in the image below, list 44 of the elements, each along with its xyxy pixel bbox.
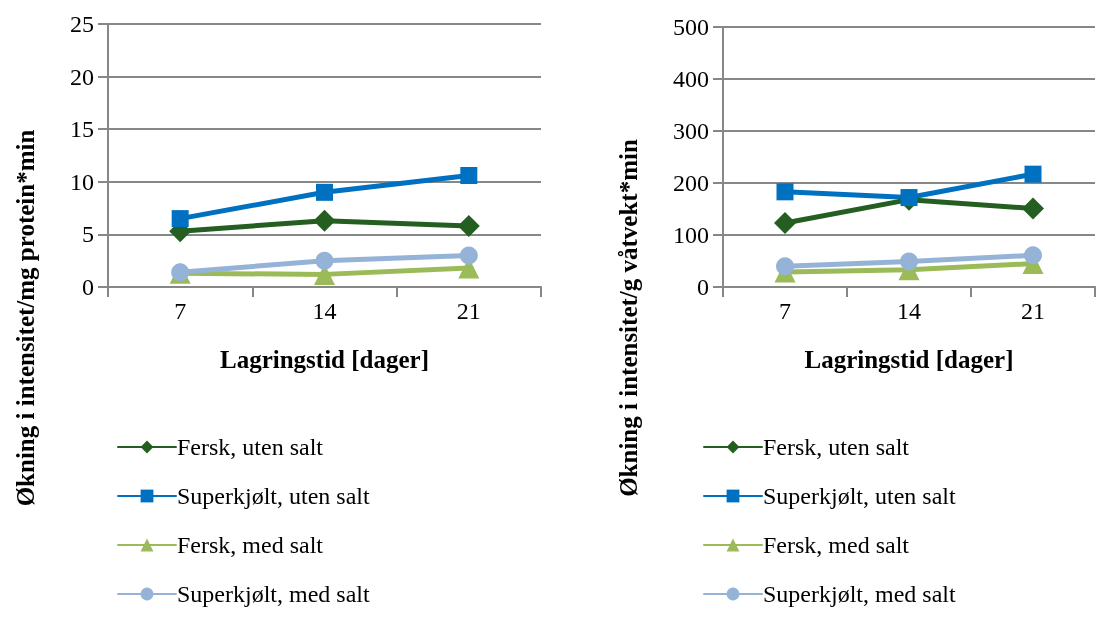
x-tick-label: 7: [174, 298, 187, 324]
point: [171, 210, 189, 228]
x-tick-label: 14: [897, 298, 921, 324]
y-tick-label: 100: [673, 222, 709, 248]
legend-label: Superkjølt, med salt: [177, 581, 370, 607]
point: [460, 166, 478, 184]
point: [776, 183, 794, 201]
y-tick-label: 400: [673, 66, 709, 92]
x-tick-label: 21: [1021, 298, 1045, 324]
point: [316, 183, 333, 201]
y-tick-label: 10: [70, 168, 94, 195]
x-axis-title: Lagringstid [dager]: [219, 346, 430, 373]
point: [313, 209, 336, 232]
y-tick-label: 200: [673, 170, 709, 196]
legend-label: Superkjølt, uten salt: [177, 483, 370, 509]
y-tick-label: 0: [697, 274, 709, 300]
point: [1024, 165, 1042, 183]
legend-label: Fersk, uten salt: [763, 434, 910, 460]
point: [1022, 197, 1044, 220]
point: [457, 214, 480, 237]
x-tick-label: 14: [312, 298, 337, 324]
y-axis-title: Økning i intensitet/mg protein*min: [11, 129, 39, 507]
y-tick-label: 500: [673, 14, 709, 40]
legend-label: Fersk, med salt: [763, 532, 910, 558]
x-tick-label: 21: [456, 298, 481, 324]
legend-label: Fersk, uten salt: [177, 434, 324, 460]
legend-label: Superkjølt, uten salt: [763, 483, 956, 509]
x-tick-label: 7: [779, 298, 791, 324]
y-tick-label: 0: [82, 274, 94, 300]
x-axis-title: Lagringstid [dager]: [804, 346, 1014, 373]
y-tick-label: 20: [70, 63, 94, 90]
y-axis-title: Økning i intensitet/g våtvekt*min: [614, 139, 642, 497]
point: [315, 251, 334, 270]
point: [776, 257, 794, 276]
y-tick-label: 25: [70, 11, 94, 37]
y-tick-label: 5: [82, 221, 94, 248]
point: [459, 246, 478, 265]
point: [774, 212, 796, 235]
legend-label: Fersk, med salt: [177, 532, 324, 558]
y-tick-label: 15: [70, 116, 94, 143]
y-tick-label: 300: [673, 118, 709, 144]
point: [900, 252, 918, 271]
legend-label: Superkjølt, med salt: [763, 581, 956, 607]
point: [1024, 246, 1042, 265]
